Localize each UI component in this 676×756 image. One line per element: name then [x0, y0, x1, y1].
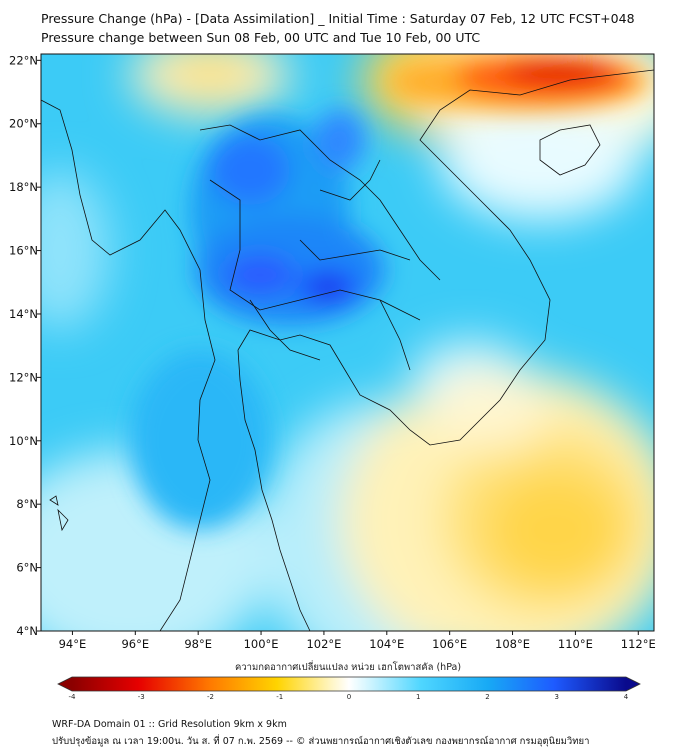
footer-credit: ปรับปรุงข้อมูล ณ เวลา 19:00น. วัน ส. ที่… [52, 736, 590, 747]
lat-tick-label: 12°N [9, 370, 38, 384]
lon-tick-label: 112°E [621, 637, 656, 651]
lon-tick-label: 100°E [244, 637, 279, 651]
colorbar-tick-label: 2 [485, 693, 489, 701]
lon-tick-label: 96°E [121, 637, 149, 651]
lat-tick-label: 14°N [9, 307, 38, 321]
lat-tick-label: 16°N [9, 244, 38, 258]
lon-tick-label: 94°E [59, 637, 87, 651]
lat-tick-label: 18°N [9, 180, 38, 194]
coastlines-borders [41, 69, 654, 631]
colorbar-max-extend [626, 677, 640, 691]
map-frame [40, 53, 655, 632]
lon-tick-label: 108°E [495, 637, 530, 651]
lon-tick-label: 106°E [432, 637, 467, 651]
lat-tick-label: 22°N [9, 53, 38, 67]
axis-ticks: 94°E 96°E 98°E 100°E 102°E 104°E 106°E 108°E 110… [9, 53, 656, 651]
colorbar-min-extend [58, 677, 72, 691]
colorbar-tick-label: -2 [207, 693, 214, 701]
colorbar-tick-label: -1 [276, 693, 283, 701]
colorbar-tick-label: 0 [347, 693, 351, 701]
colorbar-tick-label: -3 [138, 693, 145, 701]
colorbar-tick-label: 4 [624, 693, 629, 701]
colorbar-title: ความกดอากาศเปลี่ยนแปลง หน่วย เฮกโตพาสคัล… [235, 660, 461, 673]
lon-tick-label: 102°E [306, 637, 341, 651]
lat-tick-label: 8°N [16, 497, 38, 511]
lat-tick-label: 6°N [16, 561, 38, 575]
lat-tick-label: 4°N [16, 624, 38, 638]
colorbar-tick-label: 1 [416, 693, 420, 701]
lon-tick-label: 110°E [558, 637, 593, 651]
lon-tick-label: 98°E [184, 637, 212, 651]
chart-title: Pressure Change (hPa) - [Data Assimilati… [41, 11, 635, 26]
chart-subtitle: Pressure change between Sun 08 Feb, 00 U… [41, 30, 481, 45]
colorbar-gradient [72, 677, 626, 691]
lat-tick-label: 20°N [9, 117, 38, 131]
lon-tick-label: 104°E [369, 637, 404, 651]
colorbar: ความกดอากาศเปลี่ยนแปลง หน่วย เฮกโตพาสคัล… [57, 660, 641, 701]
colorbar-tick-label: 3 [555, 693, 559, 701]
pressure-field [41, 54, 654, 631]
colorbar-tick-label: -4 [69, 693, 77, 701]
lat-tick-label: 10°N [9, 434, 38, 448]
footer-model-info: WRF-DA Domain 01 :: Grid Resolution 9km … [52, 719, 287, 730]
